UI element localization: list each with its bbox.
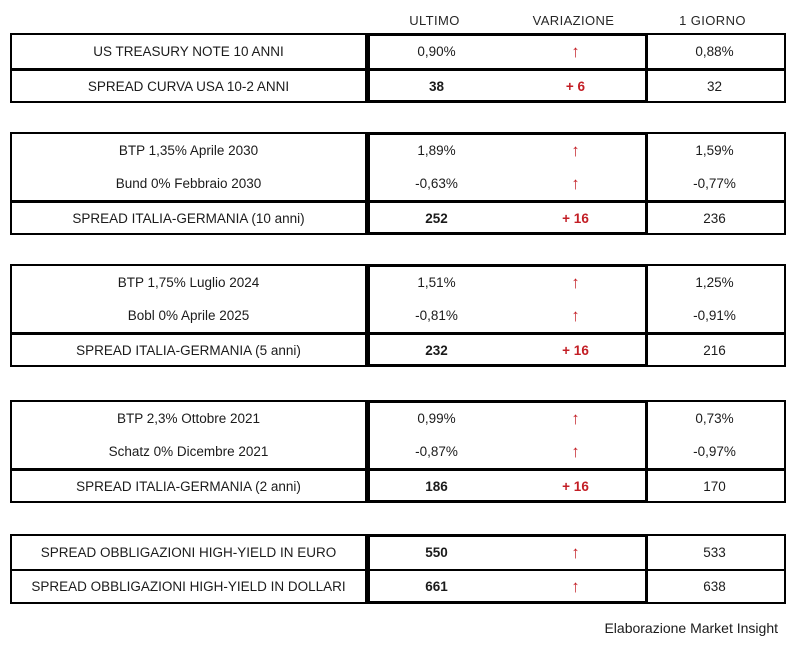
table-row: Bobl 0% Aprile 2025 -0,81% ↑ -0,91% bbox=[12, 299, 784, 332]
row-label: Bobl 0% Aprile 2025 bbox=[12, 299, 367, 332]
variation-value: + 16 bbox=[562, 342, 589, 358]
giorno-value: 533 bbox=[703, 545, 726, 560]
table-row-spread: SPREAD ITALIA-GERMANIA (5 anni) 232 + 16… bbox=[12, 332, 784, 365]
row-label: BTP 1,35% Aprile 2030 bbox=[12, 134, 367, 167]
row-label: BTP 1,75% Luglio 2024 bbox=[12, 266, 367, 299]
up-arrow-icon: ↑ bbox=[571, 174, 580, 193]
table-row-spread: SPREAD ITALIA-GERMANIA (10 anni) 252 + 1… bbox=[12, 200, 784, 233]
row-label: SPREAD ITALIA-GERMANIA (5 anni) bbox=[12, 335, 367, 365]
table-row: BTP 2,3% Ottobre 2021 0,99% ↑ 0,73% bbox=[12, 402, 784, 435]
column-header-ultimo: ULTIMO bbox=[409, 13, 460, 28]
giorno-value: 1,25% bbox=[695, 275, 734, 290]
row-label: SPREAD OBBLIGAZIONI HIGH-YIELD IN EURO bbox=[12, 536, 367, 569]
row-label: SPREAD OBBLIGAZIONI HIGH-YIELD IN DOLLAR… bbox=[12, 571, 367, 602]
variation-value: + 16 bbox=[562, 210, 589, 226]
row-label: SPREAD ITALIA-GERMANIA (10 anni) bbox=[12, 203, 367, 233]
table-italia-germania-5-anni: BTP 1,75% Luglio 2024 1,51% ↑ 1,25% Bobl… bbox=[10, 264, 786, 367]
table-italia-germania-10-anni: BTP 1,35% Aprile 2030 1,89% ↑ 1,59% Bund… bbox=[10, 132, 786, 235]
up-arrow-icon: ↑ bbox=[571, 306, 580, 325]
ultimo-value: 38 bbox=[428, 78, 445, 94]
table-row: Bund 0% Febbraio 2030 -0,63% ↑ -0,77% bbox=[12, 167, 784, 200]
up-arrow-icon: ↑ bbox=[571, 409, 580, 428]
row-label: SPREAD ITALIA-GERMANIA (2 anni) bbox=[12, 471, 367, 501]
ultimo-value: 252 bbox=[425, 210, 448, 226]
ultimo-value: 186 bbox=[425, 478, 448, 494]
row-label: SPREAD CURVA USA 10-2 ANNI bbox=[12, 71, 367, 101]
variation-value: + 16 bbox=[562, 478, 589, 494]
table-row: BTP 1,35% Aprile 2030 1,89% ↑ 1,59% bbox=[12, 134, 784, 167]
giorno-value: 0,73% bbox=[695, 411, 734, 426]
table-row: SPREAD OBBLIGAZIONI HIGH-YIELD IN EURO 5… bbox=[12, 536, 784, 569]
giorno-value: 1,59% bbox=[695, 143, 734, 158]
table-row-spread: SPREAD CURVA USA 10-2 ANNI 38 + 6 32 bbox=[12, 68, 784, 101]
table-row: BTP 1,75% Luglio 2024 1,51% ↑ 1,25% bbox=[12, 266, 784, 299]
table-row-spread: SPREAD ITALIA-GERMANIA (2 anni) 186 + 16… bbox=[12, 468, 784, 501]
column-header-variazione: VARIAZIONE bbox=[532, 13, 615, 28]
row-label: Schatz 0% Dicembre 2021 bbox=[12, 435, 367, 468]
up-arrow-icon: ↑ bbox=[571, 141, 580, 160]
ultimo-value: 1,89% bbox=[417, 143, 456, 158]
ultimo-value: 232 bbox=[425, 342, 448, 358]
up-arrow-icon: ↑ bbox=[571, 42, 580, 61]
giorno-value: 216 bbox=[703, 342, 726, 358]
table-row: Schatz 0% Dicembre 2021 -0,87% ↑ -0,97% bbox=[12, 435, 784, 468]
up-arrow-icon: ↑ bbox=[571, 273, 580, 292]
giorno-value: 170 bbox=[703, 478, 726, 494]
row-label: Bund 0% Febbraio 2030 bbox=[12, 167, 367, 200]
giorno-value: -0,97% bbox=[693, 444, 736, 459]
giorno-value: 236 bbox=[703, 210, 726, 226]
column-header-1-giorno: 1 GIORNO bbox=[679, 13, 746, 28]
ultimo-value: -0,87% bbox=[415, 444, 458, 459]
giorno-value: -0,91% bbox=[693, 308, 736, 323]
row-label: US TREASURY NOTE 10 ANNI bbox=[12, 35, 367, 68]
table-row: SPREAD OBBLIGAZIONI HIGH-YIELD IN DOLLAR… bbox=[12, 569, 784, 602]
giorno-value: 32 bbox=[706, 78, 723, 94]
table-row: US TREASURY NOTE 10 ANNI 0,90% ↑ 0,88% bbox=[12, 35, 784, 68]
ultimo-value: 661 bbox=[425, 579, 448, 594]
up-arrow-icon: ↑ bbox=[571, 543, 580, 562]
ultimo-value: 0,99% bbox=[417, 411, 456, 426]
ultimo-value: 1,51% bbox=[417, 275, 456, 290]
ultimo-value: -0,63% bbox=[415, 176, 458, 191]
column-headers: ULTIMO VARIAZIONE 1 GIORNO bbox=[10, 8, 786, 33]
table-us-treasury: US TREASURY NOTE 10 ANNI 0,90% ↑ 0,88% S… bbox=[10, 33, 786, 103]
table-high-yield: SPREAD OBBLIGAZIONI HIGH-YIELD IN EURO 5… bbox=[10, 534, 786, 604]
ultimo-value: 550 bbox=[425, 545, 448, 560]
table-italia-germania-2-anni: BTP 2,3% Ottobre 2021 0,99% ↑ 0,73% Scha… bbox=[10, 400, 786, 503]
ultimo-value: 0,90% bbox=[417, 44, 456, 59]
bond-spread-report: ULTIMO VARIAZIONE 1 GIORNO US TREASURY N… bbox=[10, 8, 786, 636]
up-arrow-icon: ↑ bbox=[571, 442, 580, 461]
up-arrow-icon: ↑ bbox=[571, 577, 580, 596]
giorno-value: 0,88% bbox=[695, 44, 734, 59]
row-label: BTP 2,3% Ottobre 2021 bbox=[12, 402, 367, 435]
ultimo-value: -0,81% bbox=[415, 308, 458, 323]
giorno-value: -0,77% bbox=[693, 176, 736, 191]
giorno-value: 638 bbox=[703, 579, 726, 594]
attribution-text: Elaborazione Market Insight bbox=[604, 620, 778, 636]
variation-value: + 6 bbox=[565, 78, 586, 94]
